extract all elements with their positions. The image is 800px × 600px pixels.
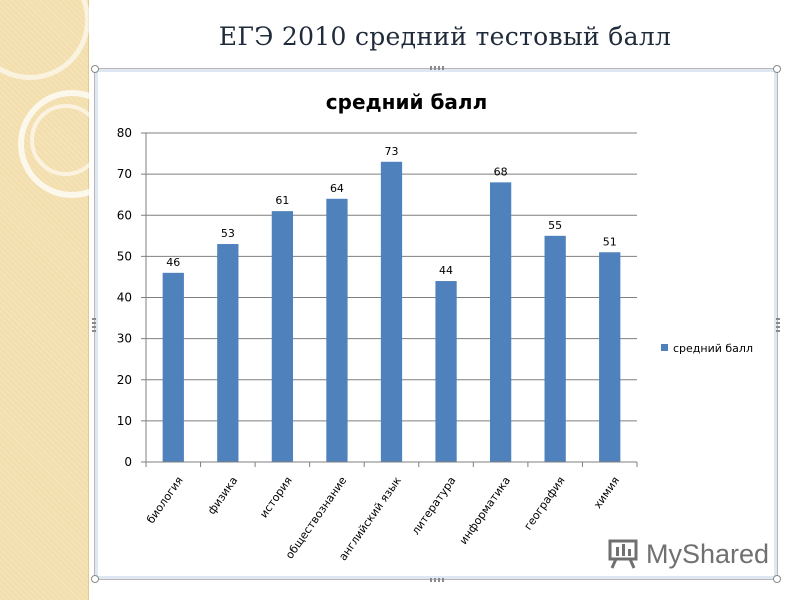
y-tick-label: 20 <box>117 373 132 387</box>
x-tick-label: обществознание <box>283 474 350 561</box>
x-tick-label: география <box>521 474 567 532</box>
bar <box>162 272 184 462</box>
y-tick-label: 60 <box>117 208 132 222</box>
resize-handle-left[interactable] <box>92 318 96 332</box>
bar-chart: средний балл 0 10 20 30 40 50 60 70 80 46 биология 5… <box>117 90 753 563</box>
data-label: 64 <box>330 182 344 195</box>
data-label: 73 <box>385 145 399 158</box>
bar <box>599 252 621 462</box>
resize-handle-bottom[interactable] <box>430 578 444 582</box>
x-tick-label: химия <box>591 474 622 511</box>
y-tick-label: 40 <box>117 291 132 305</box>
x-tick-label: история <box>257 474 295 520</box>
y-tick-label: 70 <box>117 167 132 181</box>
bar <box>435 281 457 462</box>
chart-frame[interactable]: средний балл 0 10 20 30 40 50 60 70 80 46 биология 5… <box>91 65 781 583</box>
decorative-ring <box>30 104 102 176</box>
x-tick-label: физика <box>205 474 240 517</box>
resize-handle-corner[interactable] <box>91 575 99 583</box>
slide-title: ЕГЭ 2010 средний тестовый балл <box>218 22 672 51</box>
data-label: 53 <box>221 227 235 240</box>
bar <box>271 211 294 462</box>
x-tick-label: английский язык <box>336 474 404 563</box>
y-tick-label: 30 <box>117 332 132 346</box>
bar <box>217 244 239 462</box>
legend-swatch <box>661 344 668 351</box>
y-tick-label: 0 <box>124 455 132 469</box>
presentation-icon <box>608 539 638 569</box>
bar <box>489 182 512 462</box>
y-tick-label: 50 <box>117 249 132 263</box>
chart-title: средний балл <box>326 90 487 114</box>
data-label: 51 <box>603 235 617 248</box>
x-tick-label: информатика <box>457 474 513 547</box>
data-label: 61 <box>275 194 289 207</box>
x-tick-label: биология <box>144 474 186 526</box>
y-tick-label: 10 <box>117 414 132 428</box>
resize-handle-right[interactable] <box>776 318 780 332</box>
data-label: 46 <box>166 256 180 269</box>
data-label: 68 <box>494 165 508 178</box>
data-label: 44 <box>439 264 453 277</box>
resize-handle-corner[interactable] <box>91 65 99 73</box>
bar <box>326 198 348 463</box>
resize-handle-top[interactable] <box>430 66 444 70</box>
resize-handle-corner[interactable] <box>773 65 781 73</box>
legend-label: средний балл <box>673 342 753 355</box>
y-tick-label: 80 <box>117 126 132 140</box>
watermark-text: MyShared <box>646 538 770 569</box>
x-tick-label: литература <box>409 474 458 537</box>
data-label: 55 <box>548 219 562 232</box>
bar <box>380 161 403 462</box>
bar <box>544 235 566 462</box>
watermark: MyShared <box>606 536 769 572</box>
resize-handle-corner[interactable] <box>773 575 781 583</box>
